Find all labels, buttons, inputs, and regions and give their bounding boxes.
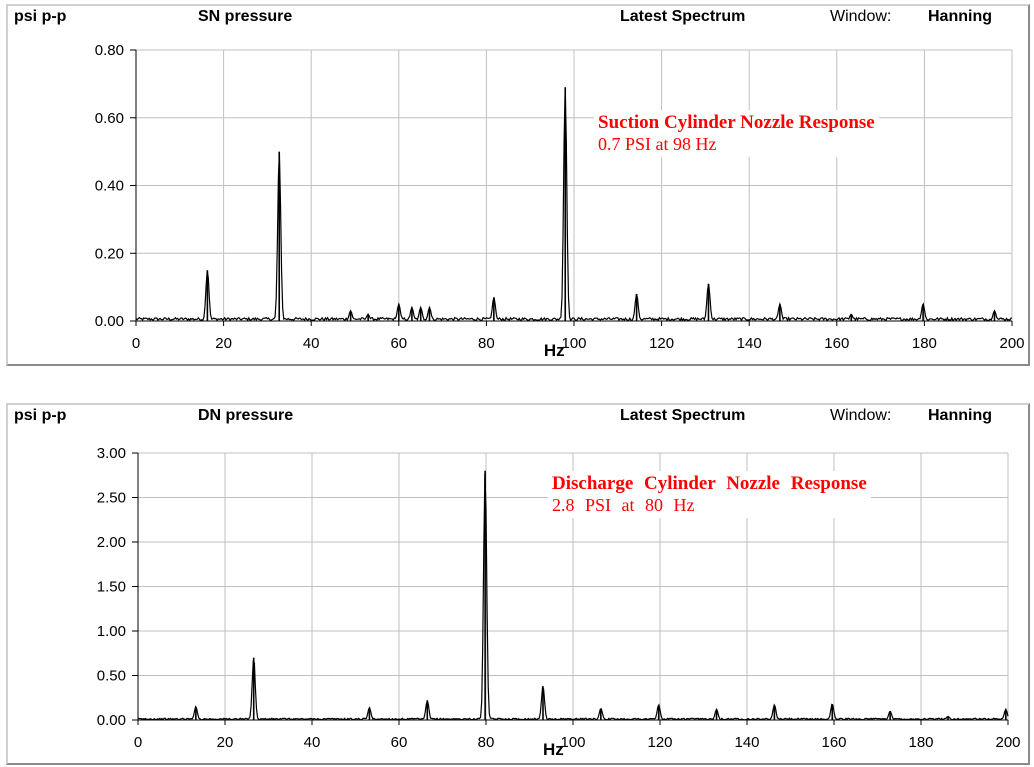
x-tick-label: 180: [908, 734, 933, 751]
x-tick-label: 0: [132, 335, 140, 352]
y-tick-label: 0.00: [97, 712, 126, 729]
y-tick-label: 2.50: [97, 490, 126, 507]
y-tick-label: 1.50: [97, 579, 126, 596]
x-tick-label: 200: [999, 335, 1024, 352]
y-tick-label: 1.00: [97, 623, 126, 640]
x-tick-label: 80: [478, 734, 495, 751]
x-tick-label: 20: [217, 734, 234, 751]
x-axis-label: Hz: [544, 341, 565, 360]
annotation-box: Suction Cylinder Nozzle Response 0.7 PSI…: [594, 110, 879, 157]
y-tick-label: 2.00: [97, 534, 126, 551]
spectrum-trace: [137, 473, 1009, 721]
window-label: Window:: [830, 407, 892, 424]
x-tick-label: 160: [824, 335, 849, 352]
y-tick-label: 0.60: [95, 110, 124, 127]
x-tick-label: 180: [912, 335, 937, 352]
x-tick-label: 0: [134, 734, 142, 751]
x-tick-label: 60: [390, 335, 407, 352]
y-unit-label: psi p-p: [14, 407, 67, 424]
y-tick-label: 3.00: [97, 445, 126, 462]
x-tick-label: 20: [215, 335, 232, 352]
x-tick-label: 160: [821, 734, 846, 751]
annotation-subtitle: 0.7 PSI at 98 Hz: [598, 134, 717, 154]
x-axis-label: Hz: [543, 740, 564, 759]
window-value: Hanning: [928, 407, 992, 424]
sn-spectrum-plot: 0 20 40 60 80 100 120 140 160 180 200 0.00 0.20 0.40 0…: [95, 42, 1025, 360]
y-tick-label: 0.40: [95, 178, 124, 195]
annotation-title: Suction Cylinder Nozzle Response: [598, 112, 875, 133]
spectrum-label: Latest Spectrum: [620, 407, 746, 424]
spectrum-trace: [135, 87, 1013, 323]
y-tick-label: 0.00: [95, 313, 124, 330]
y-tick-label: 0.50: [97, 668, 126, 685]
spectrum-panel-sn: 0 20 40 60 80 100 120 140 160 180 200 0.00 0.20 0.40 0…: [6, 4, 1030, 366]
x-tick-label: 120: [649, 335, 674, 352]
x-tick-label: 100: [561, 335, 586, 352]
pressure-name: SN pressure: [198, 8, 293, 25]
x-tick-label: 140: [734, 734, 759, 751]
x-tick-label: 140: [737, 335, 762, 352]
spectrum-label: Latest Spectrum: [620, 8, 746, 25]
window-label: Window:: [830, 8, 892, 25]
spectrum-panel-dn: 0 20 40 60 80 100 120 140 160 180 200 0.00 0.50 1.00 1…: [6, 403, 1030, 765]
x-tick-label: 120: [647, 734, 672, 751]
dn-spectrum-plot: 0 20 40 60 80 100 120 140 160 180 200 0.00 0.50 1.00 1…: [97, 445, 1021, 759]
x-tick-label: 40: [303, 335, 320, 352]
y-unit-label: psi p-p: [14, 8, 67, 25]
annotation-box: Discharge Cylinder Nozzle Response 2.8 P…: [548, 471, 871, 518]
x-tick-label: 200: [995, 734, 1020, 751]
y-tick-label: 0.20: [95, 245, 124, 262]
x-tick-label: 60: [391, 734, 408, 751]
annotation-subtitle: 2.8 PSI at 80 Hz: [552, 495, 695, 515]
pressure-name: DN pressure: [198, 407, 294, 424]
x-tick-label: 80: [478, 335, 495, 352]
x-tick-label: 100: [560, 734, 585, 751]
window-value: Hanning: [928, 8, 992, 25]
y-tick-label: 0.80: [95, 42, 124, 59]
annotation-title: Discharge Cylinder Nozzle Response: [552, 473, 867, 494]
x-tick-label: 40: [304, 734, 321, 751]
